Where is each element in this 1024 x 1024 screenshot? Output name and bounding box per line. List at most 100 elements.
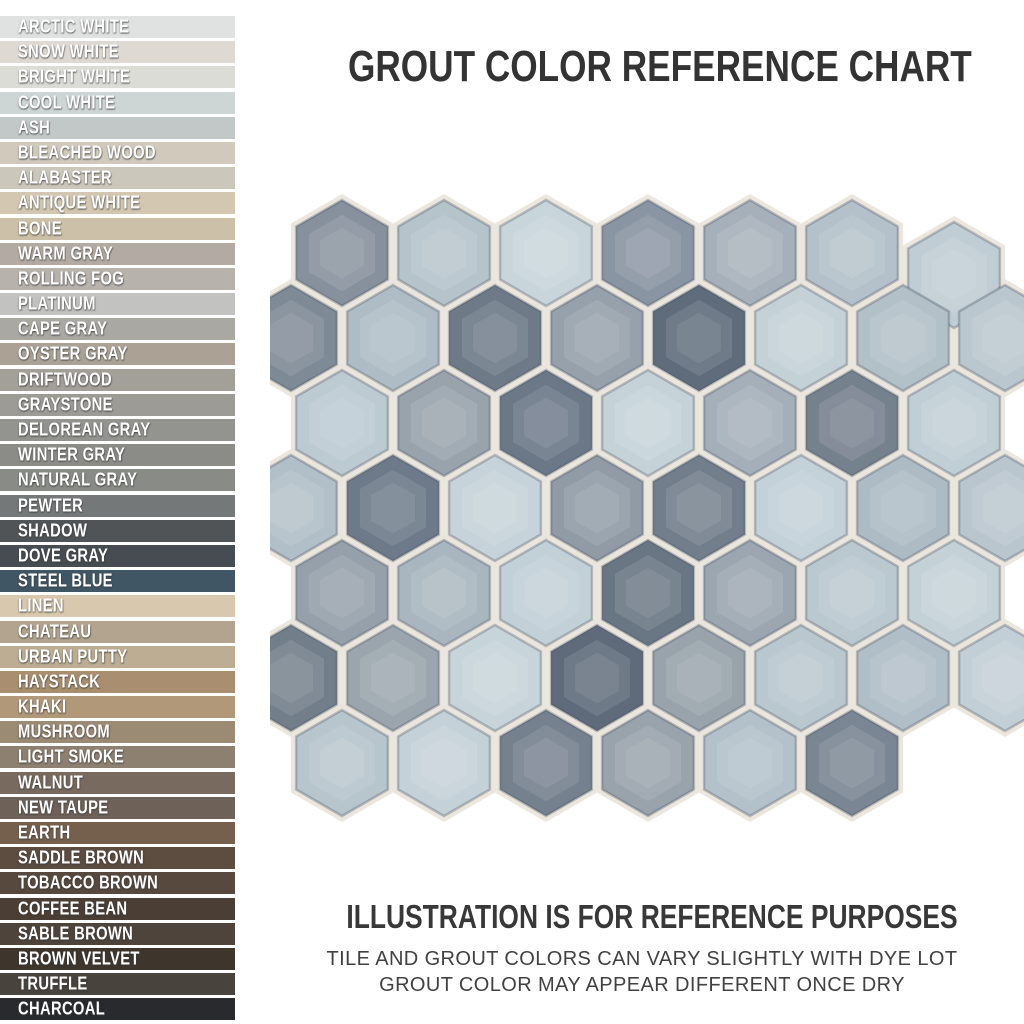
- hex-tile: [549, 283, 645, 393]
- hex-tile: [666, 469, 732, 547]
- hex-tile: [270, 283, 339, 393]
- hex-tile: [396, 368, 492, 478]
- swatch-label: SADDLE BROWN: [18, 847, 145, 868]
- hex-tile: [881, 482, 925, 534]
- swatch-truffle: TRUFFLE: [0, 973, 235, 996]
- footer-heading: ILLUSTRATION IS FOR REFERENCE PURPOSES: [270, 898, 1014, 936]
- hex-tile: [447, 283, 543, 393]
- hex-tile: [830, 737, 874, 789]
- hex-tile: [575, 652, 619, 704]
- hex-tile: [270, 299, 324, 377]
- swatch-label: ASH: [18, 117, 51, 138]
- hex-tile: [932, 249, 976, 301]
- hex-tile: [717, 554, 783, 632]
- swatch-light-smoke: LIGHT SMOKE: [0, 746, 235, 769]
- hex-tile: [294, 538, 390, 648]
- hex-tile: [498, 708, 594, 818]
- swatch-label: WARM GRAY: [18, 243, 114, 264]
- hex-tile: [309, 214, 375, 292]
- hex-tile: [294, 368, 390, 478]
- swatch-label: SNOW WHITE: [18, 41, 119, 62]
- hex-tile: [422, 567, 466, 619]
- hex-tile: [651, 623, 747, 733]
- hex-tile: [270, 469, 324, 547]
- hex-tile: [804, 538, 900, 648]
- hex-tile: [473, 482, 517, 534]
- swatch-rolling-fog: ROLLING FOG: [0, 267, 235, 290]
- hex-tile: [396, 198, 492, 308]
- swatch-label: ANTIQUE WHITE: [18, 192, 141, 213]
- hex-tile: [411, 384, 477, 462]
- hex-tile: [983, 652, 1024, 704]
- hex-tile: [345, 453, 441, 563]
- hex-tile: [626, 227, 670, 279]
- swatch-label: DELOREAN GRAY: [18, 419, 151, 440]
- hex-tile: [513, 724, 579, 802]
- hex-tile: [564, 299, 630, 377]
- swatch-alabaster: ALABASTER: [0, 167, 235, 190]
- hex-tile: [983, 312, 1024, 364]
- swatch-graystone: GRAYSTONE: [0, 393, 235, 416]
- hex-tile: [819, 554, 885, 632]
- hex-tile: [702, 198, 798, 308]
- swatch-label: SABLE BROWN: [18, 923, 134, 944]
- hex-tile: [753, 283, 849, 393]
- page-title: GROUT COLOR REFERENCE CHART: [270, 42, 1014, 92]
- swatch-khaki: KHAKI: [0, 696, 235, 719]
- swatch-delorean-gray: DELOREAN GRAY: [0, 419, 235, 441]
- hex-tile: [422, 737, 466, 789]
- swatch-label: OYSTER GRAY: [18, 343, 128, 364]
- hex-tile: [728, 227, 772, 279]
- hex-tile: [932, 397, 976, 449]
- hex-tile: [513, 554, 579, 632]
- hex-tile: [819, 724, 885, 802]
- swatch-sable-brown: SABLE BROWN: [0, 922, 235, 945]
- hex-tile: [345, 283, 441, 393]
- swatch-label: DRIFTWOOD: [18, 369, 112, 390]
- footer-heading-text: ILLUSTRATION IS FOR REFERENCE PURPOSES: [346, 898, 958, 935]
- hex-tile: [320, 737, 364, 789]
- swatch-label: SHADOW: [18, 520, 88, 541]
- hex-tile: [819, 384, 885, 462]
- hex-tile: [371, 482, 415, 534]
- swatch-label: CAPE GRAY: [18, 318, 108, 339]
- hex-tile: [270, 652, 313, 704]
- swatch-steel-blue: STEEL BLUE: [0, 570, 235, 593]
- hex-tile: [983, 482, 1024, 534]
- hex-tile: [473, 652, 517, 704]
- hex-tile: [575, 312, 619, 364]
- swatch-natural-gray: NATURAL GRAY: [0, 469, 235, 492]
- hex-tile: [957, 623, 1024, 733]
- swatch-ash: ASH: [0, 116, 235, 139]
- swatch-linen: LINEN: [0, 595, 235, 618]
- swatch-label: GRAYSTONE: [18, 394, 113, 415]
- hex-tile: [728, 567, 772, 619]
- swatch-label: PEWTER: [18, 495, 84, 516]
- page-title-text: GROUT COLOR REFERENCE CHART: [347, 42, 972, 91]
- hex-tile: [575, 482, 619, 534]
- swatch-bleached-wood: BLEACHED WOOD: [0, 141, 235, 164]
- hex-tile: [906, 538, 1002, 648]
- hex-tile: [320, 567, 364, 619]
- hex-tile: [921, 236, 987, 314]
- hex-tile: [270, 639, 324, 717]
- swatch-pewter: PEWTER: [0, 494, 235, 517]
- hex-tile: [360, 299, 426, 377]
- hex-tile: [870, 639, 936, 717]
- hex-tile: [830, 397, 874, 449]
- swatch-charcoal: CHARCOAL: [0, 998, 235, 1021]
- swatch-label: LIGHT SMOKE: [18, 746, 125, 767]
- hex-tile: [615, 214, 681, 292]
- swatch-label: TRUFFLE: [18, 973, 88, 994]
- hex-tile: [270, 623, 339, 733]
- swatch-label: BROWN VELVET: [18, 948, 140, 969]
- hex-tile-mosaic-image: [270, 194, 1024, 822]
- swatch-driftwood: DRIFTWOOD: [0, 368, 235, 391]
- swatch-haystack: HAYSTACK: [0, 670, 235, 693]
- swatch-label: BLEACHED WOOD: [18, 142, 156, 163]
- hex-tile: [972, 469, 1024, 547]
- hex-tile: [411, 214, 477, 292]
- hex-tile: [972, 639, 1024, 717]
- hex-tile: [666, 639, 732, 717]
- hex-tile: [462, 639, 528, 717]
